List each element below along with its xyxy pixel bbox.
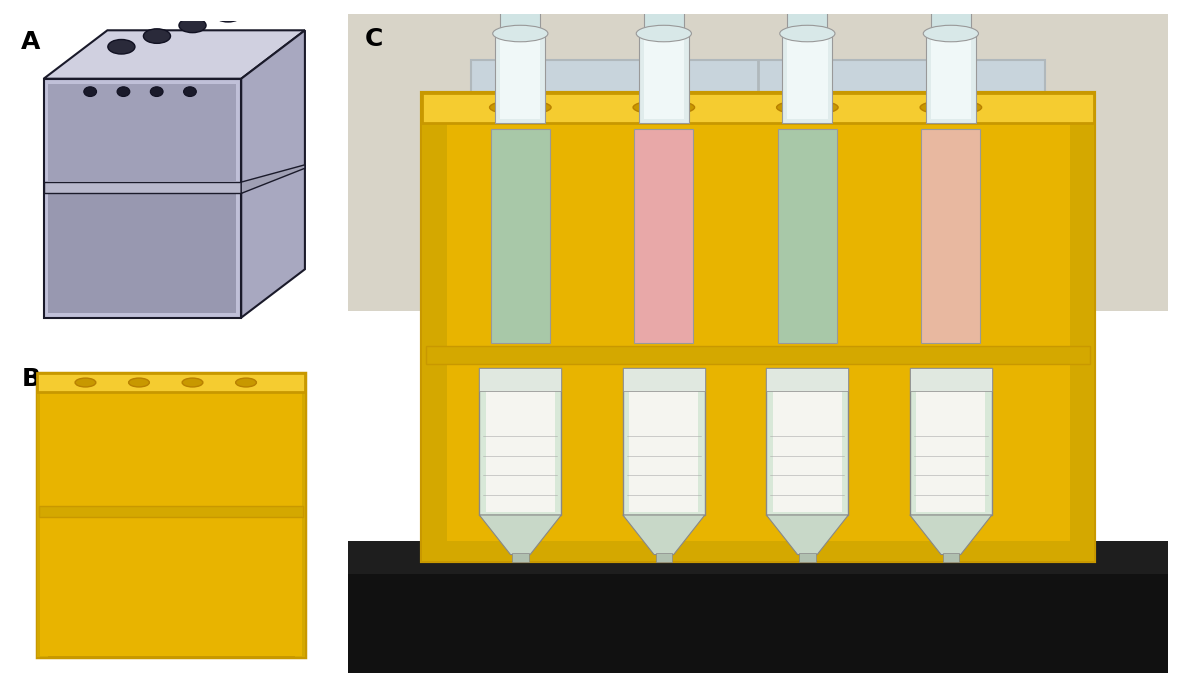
Ellipse shape [76, 378, 96, 387]
Bar [766, 368, 848, 391]
Polygon shape [910, 515, 992, 554]
Bar [643, 40, 684, 120]
Polygon shape [766, 515, 848, 554]
Ellipse shape [920, 100, 982, 115]
Bar [39, 506, 303, 517]
Polygon shape [48, 84, 236, 181]
Bar [479, 368, 562, 391]
Ellipse shape [144, 29, 170, 43]
Bar [500, 40, 540, 120]
Text: C: C [365, 27, 382, 51]
Bar [656, 552, 673, 563]
Bar [38, 373, 48, 657]
Bar [40, 392, 302, 506]
Bar [922, 129, 981, 343]
Ellipse shape [236, 378, 256, 387]
Ellipse shape [634, 100, 695, 115]
Ellipse shape [84, 87, 97, 96]
Ellipse shape [129, 378, 150, 387]
Bar [295, 373, 304, 657]
Ellipse shape [179, 18, 206, 33]
Bar [491, 129, 550, 343]
Bar [644, 10, 684, 34]
Bar [348, 554, 1168, 673]
Bar [426, 346, 1090, 365]
Ellipse shape [215, 8, 242, 22]
Bar [623, 368, 704, 515]
Bar [766, 368, 848, 515]
Bar [910, 368, 992, 515]
Polygon shape [623, 515, 704, 554]
Ellipse shape [150, 87, 163, 96]
Bar [422, 93, 1094, 561]
Bar [635, 129, 694, 343]
Ellipse shape [923, 25, 978, 42]
Bar [471, 60, 1045, 245]
Polygon shape [241, 165, 304, 194]
Ellipse shape [776, 100, 838, 115]
Bar [496, 34, 545, 122]
Bar [40, 517, 302, 656]
Text: B: B [21, 367, 40, 391]
Bar [943, 552, 959, 563]
Bar [638, 243, 689, 339]
Bar [446, 365, 1070, 541]
Bar [348, 14, 1168, 311]
Bar [38, 373, 304, 392]
Polygon shape [44, 79, 241, 317]
Ellipse shape [636, 25, 691, 42]
Ellipse shape [117, 87, 130, 96]
Polygon shape [44, 30, 304, 79]
Bar [782, 243, 833, 339]
Polygon shape [48, 194, 236, 313]
Bar [787, 40, 827, 120]
Bar [422, 541, 1094, 561]
Bar [638, 34, 689, 122]
Bar [629, 371, 699, 512]
Bar [494, 243, 545, 339]
Bar [422, 93, 446, 561]
Ellipse shape [490, 100, 551, 115]
Ellipse shape [182, 378, 203, 387]
Bar [348, 541, 1168, 574]
Polygon shape [479, 515, 562, 554]
Ellipse shape [184, 87, 196, 96]
Ellipse shape [780, 25, 835, 42]
Bar [479, 368, 562, 515]
Bar [917, 371, 985, 512]
Bar [773, 371, 841, 512]
Ellipse shape [107, 39, 135, 54]
Bar [931, 40, 971, 120]
Ellipse shape [493, 25, 548, 42]
Bar [623, 368, 704, 391]
Bar [799, 552, 815, 563]
Bar [782, 34, 832, 122]
Bar [910, 368, 992, 391]
Bar [422, 93, 1094, 122]
Bar [512, 552, 529, 563]
Bar [931, 10, 971, 34]
Polygon shape [241, 30, 304, 317]
Bar [500, 10, 540, 34]
Bar [446, 122, 1070, 346]
Bar [778, 129, 837, 343]
Bar [787, 10, 827, 34]
Bar [486, 371, 555, 512]
Polygon shape [44, 182, 241, 194]
Text: A: A [21, 30, 41, 54]
Bar [926, 34, 976, 122]
Bar [1070, 93, 1094, 561]
Bar [38, 373, 304, 657]
Bar [925, 243, 976, 339]
